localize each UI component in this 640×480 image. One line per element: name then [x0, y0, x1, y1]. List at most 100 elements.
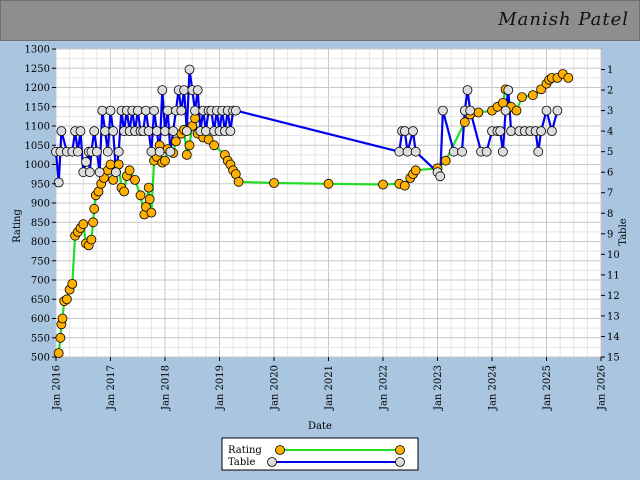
series-point-table [503, 85, 514, 95]
series-point-table [132, 105, 143, 116]
series-point-rating [53, 348, 64, 359]
series-point-table [192, 85, 203, 95]
legend-label-table: Table [228, 457, 255, 468]
series-point-table [168, 126, 179, 137]
y-right-tick-label: 9 [607, 229, 613, 240]
series-point-table [92, 146, 102, 157]
series-point-table [495, 126, 506, 137]
y-left-tick-label: 650 [31, 295, 50, 306]
y-left-tick-label: 500 [31, 353, 50, 364]
series-point-table [190, 105, 200, 116]
legend-box [221, 437, 419, 471]
y-right-tick-label: 6 [607, 168, 613, 179]
series-point-rating [88, 217, 98, 228]
y-left-tick-label: 1300 [25, 45, 50, 56]
series-point-table [533, 146, 544, 157]
series-point-table [140, 105, 151, 116]
series-point-table [149, 105, 160, 116]
y-left-tick-label: 1250 [25, 64, 50, 75]
series-point-table [105, 105, 116, 116]
x-tick-label: Jan 2024 [488, 365, 499, 411]
y-right-tick-label: 8 [607, 209, 613, 220]
legend-marker-table-left [267, 457, 277, 467]
y-left-tick-label: 1050 [25, 141, 50, 152]
series-point-table [56, 126, 67, 137]
series-point-rating [144, 194, 155, 205]
series-point-rating [55, 332, 66, 343]
series-point-table [84, 167, 95, 178]
series-point-table [497, 146, 508, 157]
series-point-rating [67, 278, 78, 289]
y-right-tick-label: 1 [607, 65, 613, 76]
series-point-table [102, 146, 113, 157]
series-point-table [97, 105, 108, 116]
series-point-rating [209, 140, 220, 151]
series-point-rating [124, 165, 135, 176]
y-left-tick-label: 1150 [25, 102, 50, 113]
y-right-tick-label: 14 [607, 332, 620, 343]
y-left-tick-label: 1100 [25, 122, 50, 133]
series-point-table [457, 146, 467, 157]
series-point-table [435, 171, 446, 182]
series-point-table [500, 105, 511, 116]
y-left-tick-label: 600 [31, 314, 50, 325]
header-bar: Manish Patel [0, 0, 640, 41]
y-right-tick-label: 12 [607, 291, 620, 302]
y-left-tick-label: 1000 [25, 160, 50, 171]
series-point-rating [440, 155, 451, 166]
series-point-table [410, 146, 421, 157]
series-point-rating [233, 176, 244, 187]
series-point-table [200, 126, 211, 137]
series-point-table [552, 105, 563, 116]
series-point-rating [459, 117, 470, 128]
series-point-table [94, 167, 105, 178]
y-left-tick-label: 550 [31, 333, 50, 344]
y-left-tick-label: 850 [31, 218, 50, 229]
y-left-tick-label: 750 [31, 256, 50, 267]
series-point-table [100, 126, 110, 137]
series-point-rating [399, 180, 410, 191]
series-point-table [81, 156, 91, 167]
series-point-rating [269, 178, 279, 188]
series-point-table [154, 146, 165, 157]
x-tick-label: Jan 2016 [52, 365, 63, 411]
x-tick-label: Jan 2023 [433, 365, 444, 411]
series-point-table [481, 146, 492, 157]
series-point-table [394, 146, 405, 157]
x-tick-label: Jan 2017 [106, 365, 117, 411]
series-point-table [462, 85, 473, 95]
y-right-tick-label: 13 [607, 311, 620, 322]
y-right-tick-label: 4 [607, 127, 613, 138]
series-point-rating [323, 178, 334, 189]
legend-marker-rating-right [395, 445, 405, 455]
y-left-tick-label: 1200 [25, 83, 50, 94]
y-left-tick-label: 800 [31, 237, 50, 248]
series-point-table [402, 146, 413, 157]
series-point-table [146, 146, 157, 157]
series-point-table [230, 105, 241, 116]
series-point-rating [473, 107, 484, 118]
x-tick-label: Jan 2025 [542, 365, 553, 411]
series-point-rating [181, 149, 192, 160]
y-axis-right-label: Table [618, 218, 629, 245]
series-point-rating [105, 159, 116, 170]
series-point-table [448, 146, 459, 157]
y-right-tick-label: 7 [607, 188, 613, 199]
x-tick-label: Jan 2020 [270, 365, 281, 411]
series-markers [51, 64, 574, 359]
series-point-table [151, 126, 162, 137]
series-point-rating [563, 73, 574, 83]
series-point-rating [86, 234, 97, 245]
series-point-table [399, 126, 410, 137]
series-point-table [72, 146, 83, 157]
series-point-table [506, 126, 517, 137]
y-right-tick-label: 10 [607, 250, 620, 261]
series-point-rating [170, 136, 181, 147]
series-point-table [113, 146, 124, 157]
series-point-table [53, 177, 64, 188]
series-point-rating [146, 207, 157, 218]
series-point-rating [160, 155, 170, 166]
x-axis-label: Date [308, 421, 332, 432]
series-point-table [541, 105, 552, 116]
